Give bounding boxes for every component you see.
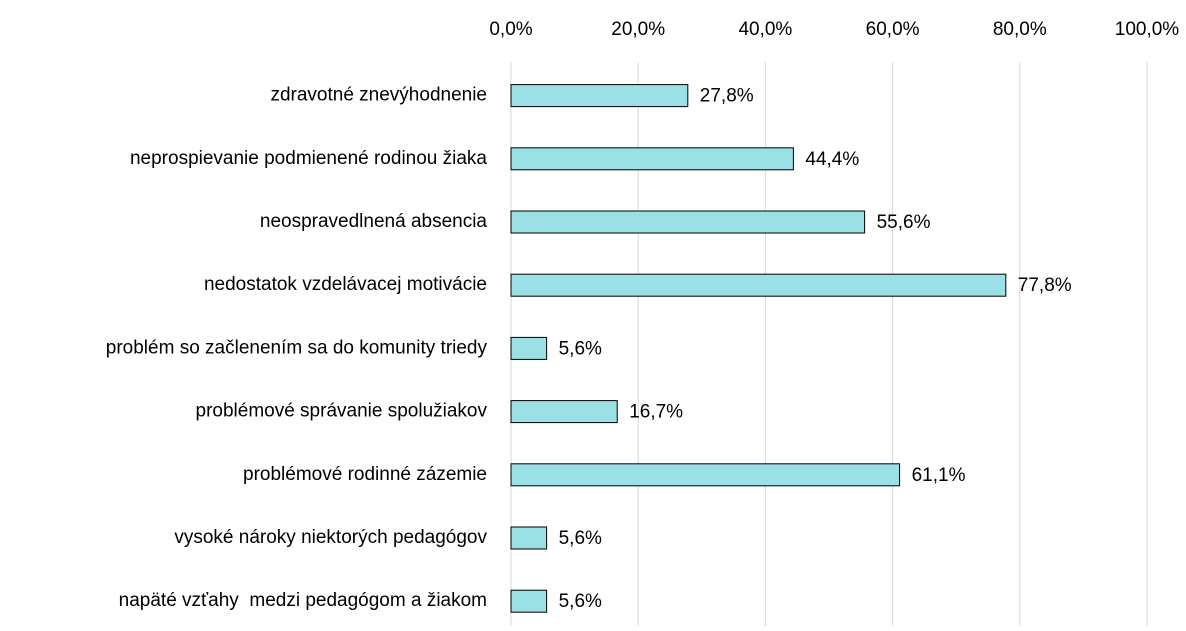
y-tick-label: napäté vzťahy medzi pedagógom a žiakom bbox=[119, 590, 487, 611]
y-tick-label: problémové rodinné zázemie bbox=[243, 464, 487, 485]
data-label: 61,1% bbox=[912, 465, 966, 486]
data-label: 5,6% bbox=[559, 528, 602, 549]
data-label: 27,8% bbox=[700, 86, 754, 107]
y-tick-label: problémové správanie spolužiakov bbox=[196, 401, 488, 422]
y-tick-label: vysoké nároky niektorých pedagógov bbox=[174, 527, 487, 548]
y-tick-label: problém so začlenením sa do komunity tri… bbox=[106, 337, 488, 358]
y-tick-label: neprospievanie podmienené rodinou žiaka bbox=[130, 148, 487, 169]
data-label: 16,7% bbox=[629, 402, 683, 423]
bar bbox=[510, 273, 1007, 297]
bar bbox=[510, 84, 689, 108]
bar bbox=[510, 147, 794, 171]
bar bbox=[510, 589, 548, 613]
bar bbox=[510, 526, 548, 550]
x-tick-label: 20,0% bbox=[611, 19, 665, 40]
bar bbox=[510, 210, 866, 234]
x-tick-label: 80,0% bbox=[993, 19, 1047, 40]
data-label: 55,6% bbox=[877, 212, 931, 233]
x-tick-label: 0,0% bbox=[489, 19, 532, 40]
y-tick-label: nedostatok vzdelávacej motivácie bbox=[204, 274, 487, 295]
bar bbox=[510, 336, 548, 360]
data-label: 5,6% bbox=[559, 338, 602, 359]
x-tick-label: 60,0% bbox=[866, 19, 920, 40]
data-label: 5,6% bbox=[559, 591, 602, 612]
bar bbox=[510, 400, 618, 424]
data-label: 44,4% bbox=[805, 149, 859, 170]
x-tick-label: 100,0% bbox=[1115, 19, 1180, 40]
y-tick-label: zdravotné znevýhodnenie bbox=[270, 85, 487, 106]
x-tick-label: 40,0% bbox=[738, 19, 792, 40]
data-label: 77,8% bbox=[1018, 275, 1072, 296]
y-tick-label: neospravedlnená absencia bbox=[260, 211, 488, 232]
bar bbox=[510, 463, 901, 487]
